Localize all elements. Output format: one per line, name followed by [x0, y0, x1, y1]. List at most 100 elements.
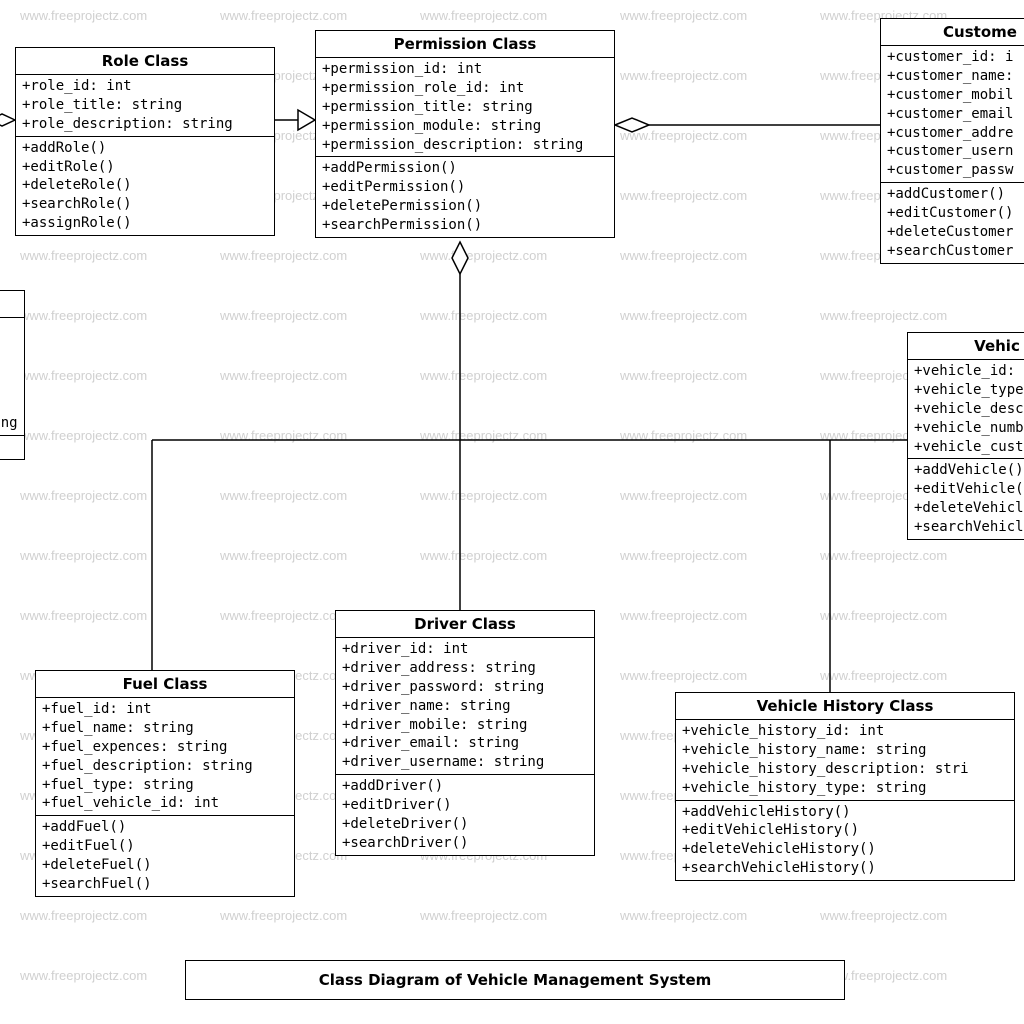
method-line: +editVehicleHistory() — [682, 821, 1008, 840]
watermark-text: www.freeprojectz.com — [20, 248, 147, 263]
attribute-line: +customer_name: — [887, 67, 1024, 86]
attribute-line: +driver_password: string — [342, 678, 588, 697]
class-box-vehicle: Vehic+vehicle_id:+vehicle_type+vehicle_d… — [907, 332, 1024, 540]
watermark-text: www.freeprojectz.com — [620, 488, 747, 503]
attribute-line: nt — [0, 339, 18, 358]
method-line: +deletePermission() — [322, 197, 608, 216]
attribute-line: ng — [0, 358, 18, 377]
attribute-line: +fuel_name: string — [42, 719, 288, 738]
class-box-driver: Driver Class+driver_id: int+driver_addre… — [335, 610, 595, 856]
watermark-text: www.freeprojectz.com — [220, 8, 347, 23]
watermark-text: www.freeprojectz.com — [420, 548, 547, 563]
attribute-line: +customer_usern — [887, 142, 1024, 161]
class-methods: +addRole()+editRole()+deleteRole()+searc… — [16, 137, 274, 235]
class-methods: +addVehicleHistory()+editVehicleHistory(… — [676, 801, 1014, 881]
class-title: Permission Class — [316, 31, 614, 58]
method-line: +addVehicleHistory() — [682, 803, 1008, 822]
watermark-text: www.freeprojectz.com — [20, 308, 147, 323]
method-line: +editVehicle( — [914, 480, 1024, 499]
attribute-line: +customer_mobil — [887, 86, 1024, 105]
attribute-line: +vehicle_desc — [914, 400, 1024, 419]
class-attributes: +driver_id: int+driver_address: string+d… — [336, 638, 594, 775]
attribute-line: +role_description: string — [22, 115, 268, 134]
watermark-text: www.freeprojectz.com — [420, 308, 547, 323]
attribute-line: +vehicle_history_description: stri — [682, 760, 1008, 779]
attribute-line: +driver_name: string — [342, 697, 588, 716]
method-line: +addVehicle() — [914, 461, 1024, 480]
class-methods: +addVehicle()+editVehicle(+deleteVehicl+… — [908, 459, 1024, 539]
attribute-line: +customer_id: i — [887, 48, 1024, 67]
attribute-line: +driver_mobile: string — [342, 716, 588, 735]
attribute-line: +vehicle_type — [914, 381, 1024, 400]
watermark-text: www.freeprojectz.com — [220, 488, 347, 503]
watermark-text: www.freeprojectz.com — [620, 428, 747, 443]
attribute-line: +permission_role_id: int — [322, 79, 608, 98]
method-line: +editCustomer() — [887, 204, 1024, 223]
attribute-line: +permission_module: string — [322, 117, 608, 136]
method-line: +searchPermission() — [322, 216, 608, 235]
attribute-line: +permission_id: int — [322, 60, 608, 79]
watermark-text: www.freeprojectz.com — [220, 908, 347, 923]
attribute-line: +fuel_id: int — [42, 700, 288, 719]
method-line: +addCustomer() — [887, 185, 1024, 204]
watermark-text: www.freeprojectz.com — [820, 608, 947, 623]
method-line: +assignRole() — [22, 214, 268, 233]
class-title: Vehicle History Class — [676, 693, 1014, 720]
method-line: +searchFuel() — [42, 875, 288, 894]
method-line: +editRole() — [22, 158, 268, 177]
watermark-text: www.freeprojectz.com — [20, 548, 147, 563]
method-line: +searchCustomer — [887, 242, 1024, 261]
watermark-text: www.freeprojectz.com — [220, 428, 347, 443]
watermark-text: www.freeprojectz.com — [20, 968, 147, 983]
method-line: +editFuel() — [42, 837, 288, 856]
class-box-partial_left: s ntngring string — [0, 290, 25, 460]
attribute-line: +permission_title: string — [322, 98, 608, 117]
method-line: +deleteDriver() — [342, 815, 588, 834]
watermark-text: www.freeprojectz.com — [20, 608, 147, 623]
attribute-line: +vehicle_id: — [914, 362, 1024, 381]
watermark-text: www.freeprojectz.com — [620, 908, 747, 923]
diagram-caption: Class Diagram of Vehicle Management Syst… — [185, 960, 845, 1000]
method-line: +editDriver() — [342, 796, 588, 815]
watermark-text: www.freeprojectz.com — [620, 188, 747, 203]
watermark-text: www.freeprojectz.com — [220, 248, 347, 263]
method-line: +addDriver() — [342, 777, 588, 796]
watermark-text: www.freeprojectz.com — [420, 8, 547, 23]
caption-text: Class Diagram of Vehicle Management Syst… — [319, 971, 712, 989]
watermark-text: www.freeprojectz.com — [420, 248, 547, 263]
attribute-line: +fuel_description: string — [42, 757, 288, 776]
method-line: +searchDriver() — [342, 834, 588, 853]
watermark-text: www.freeprojectz.com — [20, 488, 147, 503]
attribute-line: +customer_email — [887, 105, 1024, 124]
class-title: Fuel Class — [36, 671, 294, 698]
class-attributes: +vehicle_id:+vehicle_type+vehicle_desc+v… — [908, 360, 1024, 459]
class-attributes: +permission_id: int+permission_role_id: … — [316, 58, 614, 157]
watermark-text: www.freeprojectz.com — [220, 308, 347, 323]
attribute-line: +customer_passw — [887, 161, 1024, 180]
attribute-line: +fuel_expences: string — [42, 738, 288, 757]
attribute-line: +role_id: int — [22, 77, 268, 96]
watermark-text: www.freeprojectz.com — [820, 908, 947, 923]
watermark-text: www.freeprojectz.com — [620, 248, 747, 263]
attribute-line: +role_title: string — [22, 96, 268, 115]
attribute-line: +driver_email: string — [342, 734, 588, 753]
method-line: +deleteFuel() — [42, 856, 288, 875]
class-methods: +addFuel()+editFuel()+deleteFuel()+searc… — [36, 816, 294, 896]
class-attributes: +customer_id: i+customer_name:+customer_… — [881, 46, 1024, 183]
class-attributes: +role_id: int+role_title: string+role_de… — [16, 75, 274, 137]
class-methods: +addDriver()+editDriver()+deleteDriver()… — [336, 775, 594, 855]
attribute-line — [0, 320, 18, 339]
watermark-text: www.freeprojectz.com — [620, 308, 747, 323]
watermark-text: www.freeprojectz.com — [620, 128, 747, 143]
class-title: Custome — [881, 19, 1024, 46]
method-line: +addFuel() — [42, 818, 288, 837]
method-line — [0, 438, 18, 457]
class-attributes: +fuel_id: int+fuel_name: string+fuel_exp… — [36, 698, 294, 816]
attribute-line: +customer_addre — [887, 124, 1024, 143]
attribute-line: +vehicle_numb — [914, 419, 1024, 438]
attribute-line: +driver_address: string — [342, 659, 588, 678]
watermark-text: www.freeprojectz.com — [620, 368, 747, 383]
watermark-text: www.freeprojectz.com — [620, 68, 747, 83]
class-box-vehicle_history: Vehicle History Class+vehicle_history_id… — [675, 692, 1015, 881]
class-box-fuel: Fuel Class+fuel_id: int+fuel_name: strin… — [35, 670, 295, 897]
